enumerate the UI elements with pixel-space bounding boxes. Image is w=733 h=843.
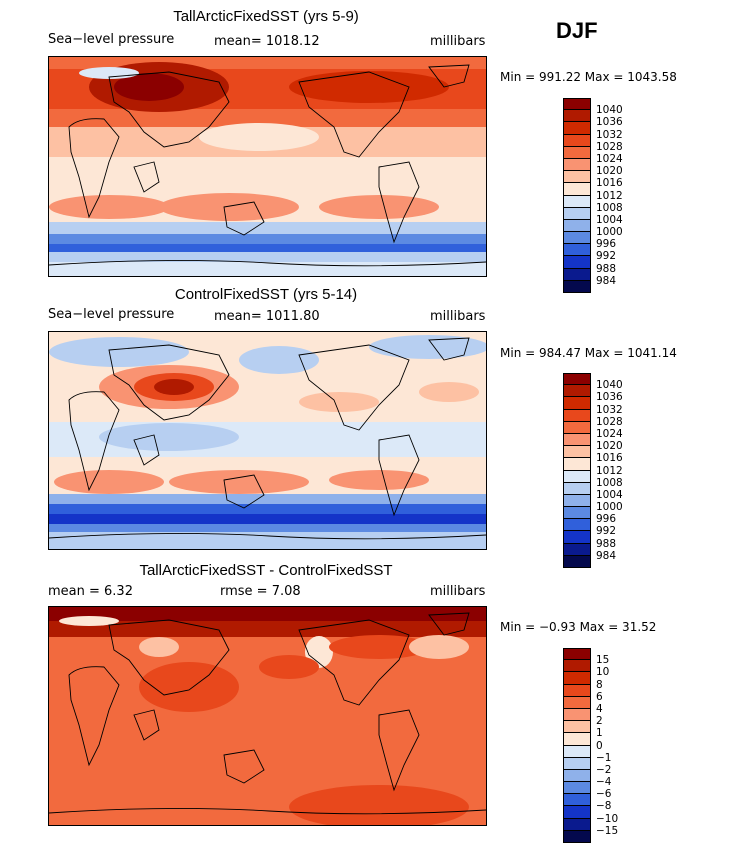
colorbar-tick-label: 1040: [596, 104, 623, 117]
colorbar-tick-label: 1032: [596, 403, 623, 416]
colorbar-swatch: 984: [563, 275, 653, 293]
colorbar-frame: [563, 98, 591, 294]
colorbar-tick-label: 984: [596, 549, 617, 562]
colorbar-swatch: 1016: [563, 452, 653, 471]
panel-3-map: [48, 606, 487, 826]
colorbar-tick-label: 6: [596, 690, 603, 703]
colorbar-swatch: 988: [563, 263, 653, 281]
colorbar-tick-label: 1: [596, 727, 603, 740]
colorbar-tick-label: 4: [596, 702, 603, 715]
colorbar-tick-label: 1016: [596, 452, 623, 465]
season-label: DJF: [556, 18, 598, 43]
colorbar-tick-label: 992: [596, 525, 617, 538]
colorbar-swatch: 1036: [563, 116, 653, 135]
colorbar-frame: [563, 373, 591, 569]
panel-3-colorbar: 15 10 8 6 4 2 1 0 −1 −2 −4 −6 −8 −10 −15: [563, 648, 653, 843]
colorbar-tick-label: 1016: [596, 177, 623, 190]
colorbar-swatch: 992: [563, 525, 653, 544]
colorbar-tick-label: 1012: [596, 464, 623, 477]
colorbar-swatch: 1012: [563, 190, 653, 208]
colorbar-tick-label: 1000: [596, 226, 623, 239]
colorbar-tick-label: 996: [596, 513, 617, 526]
colorbar-tick-label: 1036: [596, 116, 623, 129]
colorbar-tick-label: 2: [596, 715, 603, 728]
colorbar-tick-label: 1012: [596, 189, 623, 202]
colorbar-tick-label: −6: [596, 788, 612, 801]
panel-2-title: ControlFixedSST (yrs 5-14): [174, 286, 358, 303]
colorbar-tick-label: 996: [596, 238, 617, 251]
colorbar-tick-label: 992: [596, 250, 617, 263]
colorbar-swatch: 1000: [563, 501, 653, 520]
panel-3-minmax: Min = −0.93 Max = 31.52: [500, 620, 657, 634]
colorbar-tick-label: 1028: [596, 415, 623, 428]
panel-1-title: TallArcticFixedSST (yrs 5-9): [173, 8, 359, 25]
colorbar-tick-label: −1: [596, 751, 612, 764]
colorbar-swatch: 996: [563, 238, 653, 257]
colorbar-swatch: 1036: [563, 391, 653, 410]
colorbar-tick-label: 988: [596, 537, 617, 550]
colorbar-tick-label: 1020: [596, 165, 623, 178]
panel-3-units-label: millibars: [430, 584, 486, 599]
panel-2-map: [48, 331, 487, 550]
colorbar-swatch: −10: [563, 813, 653, 831]
panel-2-units-label: millibars: [430, 309, 486, 324]
colorbar-swatch: 1028: [563, 141, 653, 159]
colorbar-swatch: 1040: [563, 379, 653, 398]
colorbar-swatch: 1020: [563, 165, 653, 184]
panel-1-map: [48, 56, 487, 277]
colorbar-tick-label: −4: [596, 776, 612, 789]
colorbar-tick-label: 1028: [596, 140, 623, 153]
colorbar-tick-label: 1040: [596, 379, 623, 392]
colorbar-tick-label: 1020: [596, 440, 623, 453]
colorbar-swatch: 996: [563, 513, 653, 532]
colorbar-tick-label: 0: [596, 739, 603, 752]
panel-2-minmax: Min = 984.47 Max = 1041.14: [500, 346, 677, 360]
panel-1-minmax: Min = 991.22 Max = 1043.58: [500, 70, 677, 84]
panel-1-colorbar: 1040 1036 1032 1028 1024 1020 1016 1012 1008 1004…: [563, 98, 653, 294]
panel-2-mean-label: mean= 1011.80: [214, 309, 320, 324]
colorbar-tick-label: 15: [596, 654, 610, 667]
colorbar-tick-label: −2: [596, 763, 612, 776]
panel-3-title: TallArcticFixedSST - ControlFixedSST: [139, 562, 393, 579]
colorbar-tick-label: −8: [596, 800, 612, 813]
colorbar-swatch: 1008: [563, 477, 653, 495]
colorbar-frame: [563, 648, 591, 843]
panel-1-variable-label: Sea−level pressure: [48, 32, 175, 47]
colorbar-tick-label: 1004: [596, 488, 623, 501]
colorbar-tick-label: 1024: [596, 427, 623, 440]
colorbar-tick-label: 1036: [596, 391, 623, 404]
colorbar-tick-label: 1032: [596, 128, 623, 141]
panel-3-rmse-label: rmse = 7.08: [220, 584, 301, 599]
colorbar-swatch: −4: [563, 776, 653, 795]
colorbar-tick-label: 1024: [596, 152, 623, 165]
panel-2-variable-label: Sea−level pressure: [48, 307, 175, 322]
colorbar-tick-label: 8: [596, 678, 603, 691]
colorbar-swatch: −2: [563, 764, 653, 783]
colorbar-tick-label: 10: [596, 666, 610, 679]
colorbar-tick-label: 1000: [596, 501, 623, 514]
colorbar-tick-label: 1004: [596, 213, 623, 226]
panel-2-colorbar: 1040 1036 1032 1028 1024 1020 1016 1012 1008 1004…: [563, 373, 653, 569]
colorbar-tick-label: 984: [596, 274, 617, 287]
panel-1-units-label: millibars: [430, 34, 486, 49]
panel-3-mean-label: mean = 6.32: [48, 584, 133, 599]
colorbar-tick-label: 1008: [596, 201, 623, 214]
colorbar-swatch: −8: [563, 800, 653, 819]
colorbar-tick-label: −10: [596, 812, 619, 825]
colorbar-swatch: 992: [563, 250, 653, 269]
colorbar-tick-label: 988: [596, 262, 617, 275]
panel-1-mean-label: mean= 1018.12: [214, 34, 320, 49]
colorbar-tick-label: 1008: [596, 476, 623, 489]
